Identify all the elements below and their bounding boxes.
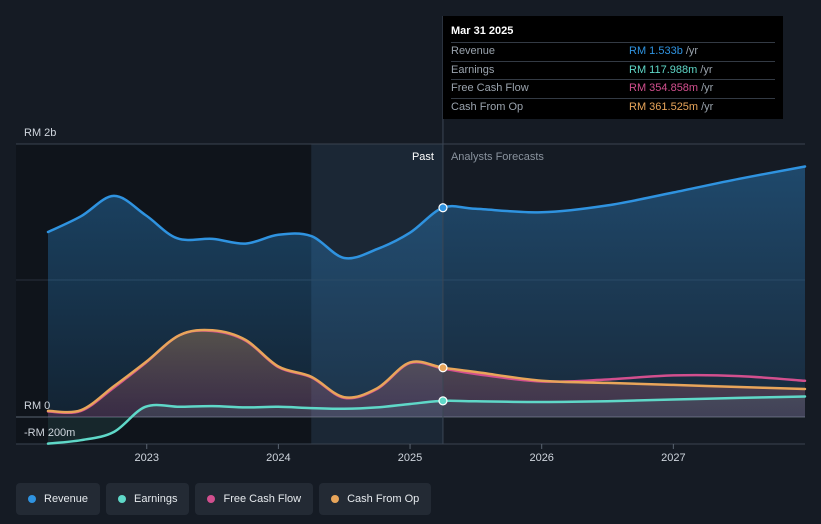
- line-revenue: [46, 165, 807, 260]
- tooltip-row-fcf: Free Cash Flow RM 354.858m /yr: [451, 79, 775, 98]
- x-tick-label: 2025: [398, 452, 422, 464]
- legend: Revenue Earnings Free Cash Flow Cash Fro…: [16, 483, 432, 515]
- x-axis-ticks: 2023 2024 2025 2026 2027: [134, 444, 686, 464]
- forecast-label: Analysts Forecasts: [451, 151, 544, 163]
- line-earnings: [46, 395, 807, 445]
- marker-revenue: [438, 203, 448, 213]
- tooltip-date: Mar 31 2025: [451, 25, 514, 37]
- legend-label: Cash From Op: [347, 493, 420, 505]
- tooltip-value: RM 1.533b: [629, 45, 683, 57]
- y-label-negative: -RM 200m: [24, 427, 75, 439]
- legend-item-free-cash-flow[interactable]: Free Cash Flow: [195, 483, 314, 515]
- legend-item-cash-from-op[interactable]: Cash From Op: [319, 483, 432, 515]
- tooltip-row-revenue: Revenue RM 1.533b /yr: [451, 42, 775, 61]
- x-tick-label: 2026: [529, 452, 553, 464]
- past-label: Past: [412, 151, 434, 163]
- tooltip-unit: /yr: [700, 63, 713, 76]
- tooltip-label: Free Cash Flow: [451, 82, 529, 94]
- legend-label: Earnings: [134, 493, 178, 505]
- tooltip-row-earnings: Earnings RM 117.988m /yr: [451, 60, 775, 80]
- legend-label: Revenue: [44, 493, 89, 505]
- series-lines: [46, 165, 807, 445]
- marker-cash-from-op: [438, 363, 448, 373]
- y-label-zero: RM 0: [24, 400, 50, 412]
- tooltip-label: Earnings: [451, 63, 495, 76]
- tooltip-value: RM 354.858m: [629, 82, 699, 94]
- tooltip-value: RM 361.525m: [629, 100, 699, 113]
- tooltip-label: Revenue: [451, 45, 496, 57]
- hover-markers: [438, 203, 448, 406]
- tooltip-unit: /yr: [685, 45, 699, 57]
- legend-dot-icon: [331, 495, 340, 503]
- legend-item-revenue[interactable]: Revenue: [16, 483, 101, 515]
- area-cash-from-op: [48, 329, 805, 417]
- tooltip: Mar 31 2025 Revenue RM 1.533b /yr Earnin…: [443, 16, 783, 119]
- y-label-top: RM 2b: [24, 127, 56, 139]
- x-tick-label: 2023: [134, 452, 158, 464]
- legend-dot-icon: [28, 495, 36, 503]
- tooltip-unit: /yr: [701, 100, 714, 113]
- tooltip-value: RM 117.988m: [629, 63, 698, 76]
- marker-earnings: [438, 396, 448, 406]
- line-cash-from-op: [46, 328, 807, 414]
- x-tick-label: 2024: [266, 452, 290, 464]
- x-tick-label: 2027: [661, 452, 685, 464]
- legend-item-earnings[interactable]: Earnings: [106, 483, 190, 515]
- legend-dot-icon: [118, 495, 127, 503]
- tooltip-label: Cash From Op: [451, 100, 524, 113]
- chart-canvas: 2023 2024 2025 2026 2027 RM 2b RM 0 -RM 200m…: [16, 16, 807, 464]
- tooltip-unit: /yr: [701, 82, 714, 94]
- tooltip-row-cfo: Cash From Op RM 361.525m /yr: [451, 97, 775, 117]
- legend-label: Free Cash Flow: [223, 493, 302, 505]
- legend-dot-icon: [207, 495, 216, 503]
